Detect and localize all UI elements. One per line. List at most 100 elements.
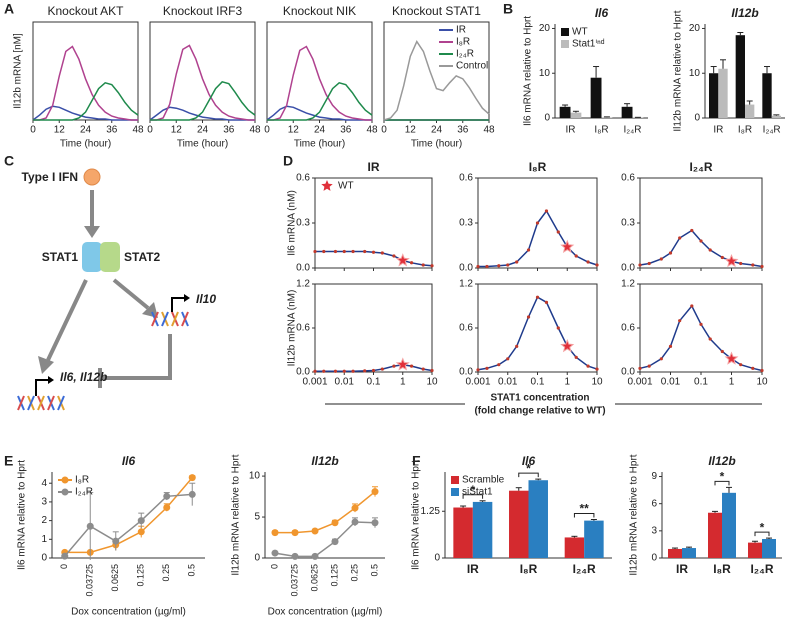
point xyxy=(760,368,764,373)
y-tick-label: 0.6 xyxy=(459,323,473,334)
bar xyxy=(509,490,529,558)
point xyxy=(574,254,578,258)
x-axis-label: Time (hour) xyxy=(177,139,228,150)
point xyxy=(331,519,339,527)
point xyxy=(574,355,578,359)
point xyxy=(526,315,531,319)
point xyxy=(61,552,69,560)
point xyxy=(322,249,326,254)
y-tick-label: 10 xyxy=(249,471,261,482)
bar xyxy=(621,106,633,118)
ligand-label: Type I IFN xyxy=(22,170,78,184)
point xyxy=(506,263,510,267)
arrow xyxy=(112,278,150,310)
star-point xyxy=(724,254,739,268)
series-line xyxy=(32,105,138,121)
significance-label: ** xyxy=(579,502,589,516)
bar xyxy=(709,73,719,118)
chart-title: Knockout IRF3 xyxy=(163,4,243,18)
x-tick-label: 24 xyxy=(80,125,92,136)
chart-title: IR xyxy=(368,160,380,174)
bar xyxy=(745,104,755,118)
x-tick-label: IR xyxy=(676,562,688,576)
y-axis-label: Il6 mRNA relative to Hprt xyxy=(411,460,422,570)
point xyxy=(137,517,145,525)
panel-label: D xyxy=(283,153,293,169)
point xyxy=(506,357,510,361)
y-tick-label: 0.0 xyxy=(459,263,473,274)
x-tick-label: I₂₄R xyxy=(573,562,596,576)
x-tick-label: IR xyxy=(467,562,479,576)
point xyxy=(647,261,651,266)
y-tick-label: 20 xyxy=(539,23,551,34)
x-tick-label: 48 xyxy=(366,125,378,136)
bar xyxy=(708,512,722,558)
x-tick-label: 12 xyxy=(288,125,300,136)
arrowhead xyxy=(142,302,158,318)
legend-label: I₂₄R xyxy=(456,49,474,60)
x-tick-label: IR xyxy=(713,125,723,136)
y-tick-label: 0 xyxy=(254,553,260,564)
stat1-label: STAT1 xyxy=(42,250,79,264)
y-tick-label: 5 xyxy=(254,512,260,523)
x-axis-label: Time (hour) xyxy=(60,139,111,150)
star-point xyxy=(395,253,410,267)
bar xyxy=(735,35,745,118)
point xyxy=(291,552,299,560)
point xyxy=(409,364,414,368)
x-tick-label: 10 xyxy=(591,377,603,388)
dna-il10 xyxy=(151,294,190,327)
point xyxy=(690,304,694,308)
y-tick-label: 0.0 xyxy=(296,367,310,378)
chart-title: Il12b xyxy=(731,6,758,20)
series-line xyxy=(275,491,376,534)
legend-label: Stat1ⁱⁿᵈ xyxy=(572,39,605,50)
legend-label: siStat1 xyxy=(462,487,493,498)
bar xyxy=(668,548,682,558)
x-tick-label: 24 xyxy=(431,125,443,136)
x-tick-label: 0.1 xyxy=(694,377,708,388)
chart-title: I₂₄R xyxy=(689,160,712,174)
x-tick-label: IR xyxy=(566,125,576,136)
y-tick-label: 0 xyxy=(651,553,657,564)
x-tick-label: 0.5 xyxy=(369,564,379,577)
significance-bracket xyxy=(462,494,484,499)
x-tick-label: 0.001 xyxy=(302,377,327,388)
point xyxy=(678,319,682,323)
point xyxy=(535,295,540,299)
legend-swatch xyxy=(451,488,459,496)
plot-frame xyxy=(314,177,433,269)
point xyxy=(363,369,367,373)
series-line xyxy=(150,44,255,121)
point xyxy=(351,369,355,373)
x-tick-label: 48 xyxy=(483,125,495,136)
x-tick-label: 24 xyxy=(314,125,326,136)
series-line xyxy=(267,81,373,121)
plot-frame xyxy=(32,21,139,121)
legend-swatch xyxy=(561,28,569,36)
series-line xyxy=(639,304,763,372)
x-tick-label: 0 xyxy=(269,564,279,569)
star-point xyxy=(560,338,575,353)
x-tick-label: I₈R xyxy=(738,125,752,136)
point xyxy=(556,326,560,330)
x-tick-label: 0.03725 xyxy=(85,564,95,597)
bar xyxy=(564,537,585,558)
point xyxy=(647,364,651,368)
stat1-box xyxy=(82,242,102,272)
y-axis-label: Il12b mRNA [nM] xyxy=(13,33,24,109)
bar xyxy=(570,112,582,118)
x-tick-label: 0 xyxy=(264,125,270,136)
point xyxy=(112,537,120,545)
chart-title: Knockout STAT1 xyxy=(392,4,481,18)
legend-swatch xyxy=(561,40,569,48)
legend-label: Scramble xyxy=(462,475,505,486)
y-axis-label: Il12b mRNA relative to Hprt xyxy=(231,454,242,575)
point xyxy=(659,257,663,261)
stat2-box xyxy=(100,242,120,272)
point xyxy=(371,250,376,254)
y-tick-label: 0.3 xyxy=(296,218,310,229)
point xyxy=(342,369,346,373)
y-tick-label: 1.2 xyxy=(621,279,635,290)
plot-frame xyxy=(314,283,433,373)
